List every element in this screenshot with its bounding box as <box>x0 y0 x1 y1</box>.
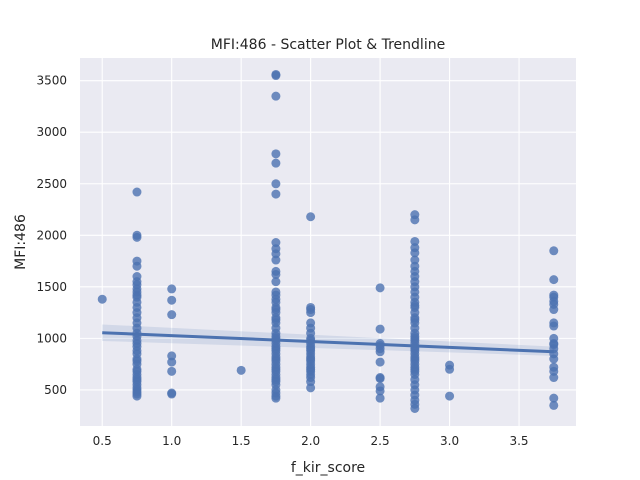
scatter-point <box>167 389 177 399</box>
scatter-point <box>410 236 420 246</box>
scatter-point <box>271 158 281 168</box>
scatter-point <box>410 215 420 225</box>
scatter-point <box>167 310 177 320</box>
scatter-point <box>271 277 281 287</box>
scatter-point <box>549 393 559 403</box>
trendline-group <box>102 331 554 354</box>
x-tick-label: 1.5 <box>232 434 251 448</box>
scatter-point <box>167 295 177 305</box>
plot-background <box>80 58 576 426</box>
scatter-point <box>410 255 420 265</box>
y-tick-label: 3000 <box>36 125 67 139</box>
scatter-point <box>167 366 177 376</box>
scatter-point <box>271 269 281 279</box>
scatter-point <box>167 284 177 294</box>
scatter-point <box>132 187 142 197</box>
scatter-point <box>375 283 385 293</box>
x-tick-label: 2.5 <box>371 434 390 448</box>
scatter-point <box>236 365 246 375</box>
scatter-point <box>132 391 142 401</box>
x-tick-label: 2.0 <box>301 434 320 448</box>
scatter-point <box>271 179 281 189</box>
y-tick-label: 2500 <box>36 177 67 191</box>
scatter-point <box>549 305 559 315</box>
data-points <box>97 69 559 413</box>
chart-title: MFI:486 - Scatter Plot & Trendline <box>211 37 445 53</box>
scatter-point <box>271 393 281 403</box>
y-axis-label: MFI:486 <box>13 214 29 270</box>
scatter-point <box>132 232 142 242</box>
y-tick-label: 500 <box>44 383 67 397</box>
scatter-point <box>271 149 281 159</box>
scatter-point <box>271 255 281 265</box>
scatter-point <box>306 377 316 387</box>
scatter-point <box>445 391 455 401</box>
x-tick-labels: 0.5 1.0 1.5 2.0 2.5 3.0 3.5 <box>93 434 529 448</box>
scatter-point <box>549 373 559 383</box>
scatter-point <box>549 354 559 364</box>
scatter-point <box>306 383 316 393</box>
scatter-point <box>271 91 281 101</box>
scatter-point <box>375 393 385 403</box>
scatter-point <box>167 357 177 367</box>
scatter-point <box>410 403 420 413</box>
y-tick-label: 1500 <box>36 280 67 294</box>
scatter-point <box>132 261 142 271</box>
scatter-point <box>549 275 559 285</box>
scatter-point <box>549 321 559 331</box>
scatter-point <box>167 351 177 361</box>
y-tick-label: 3500 <box>36 74 67 88</box>
scatter-point <box>375 357 385 367</box>
scatter-point <box>445 364 455 374</box>
scatter-point <box>375 386 385 396</box>
y-tick-labels: 500 1000 1500 2000 2500 3000 3500 <box>36 74 67 397</box>
x-tick-label: 3.0 <box>440 434 459 448</box>
scatter-point <box>306 308 316 318</box>
scatter-point <box>375 324 385 334</box>
scatter-point <box>549 366 559 376</box>
scatter-point <box>410 248 420 258</box>
gridlines <box>80 58 576 426</box>
y-tick-label: 1000 <box>36 331 67 345</box>
scatter-point <box>549 246 559 256</box>
scatter-point <box>271 71 281 81</box>
x-axis-label: f_kir_score <box>291 460 365 476</box>
x-tick-label: 0.5 <box>93 434 112 448</box>
scatter-point <box>97 294 107 304</box>
scatter-point <box>375 347 385 357</box>
scatter-point <box>549 400 559 410</box>
scatter-point <box>306 212 316 222</box>
y-tick-label: 2000 <box>36 228 67 242</box>
scatter-point <box>271 238 281 248</box>
x-tick-label: 3.5 <box>509 434 528 448</box>
scatter-point <box>375 374 385 384</box>
scatter-point <box>271 189 281 199</box>
x-tick-label: 1.0 <box>162 434 181 448</box>
scatter-point <box>271 249 281 259</box>
trendline <box>102 331 554 354</box>
